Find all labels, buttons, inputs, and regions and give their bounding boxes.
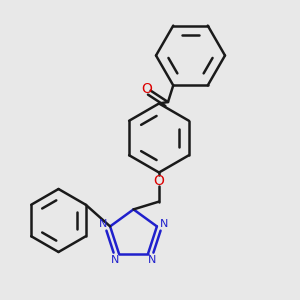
Text: N: N [99, 219, 107, 229]
Text: N: N [148, 255, 157, 265]
Text: O: O [154, 174, 164, 188]
Text: O: O [141, 82, 152, 96]
Text: N: N [110, 255, 119, 265]
Text: N: N [160, 219, 168, 229]
